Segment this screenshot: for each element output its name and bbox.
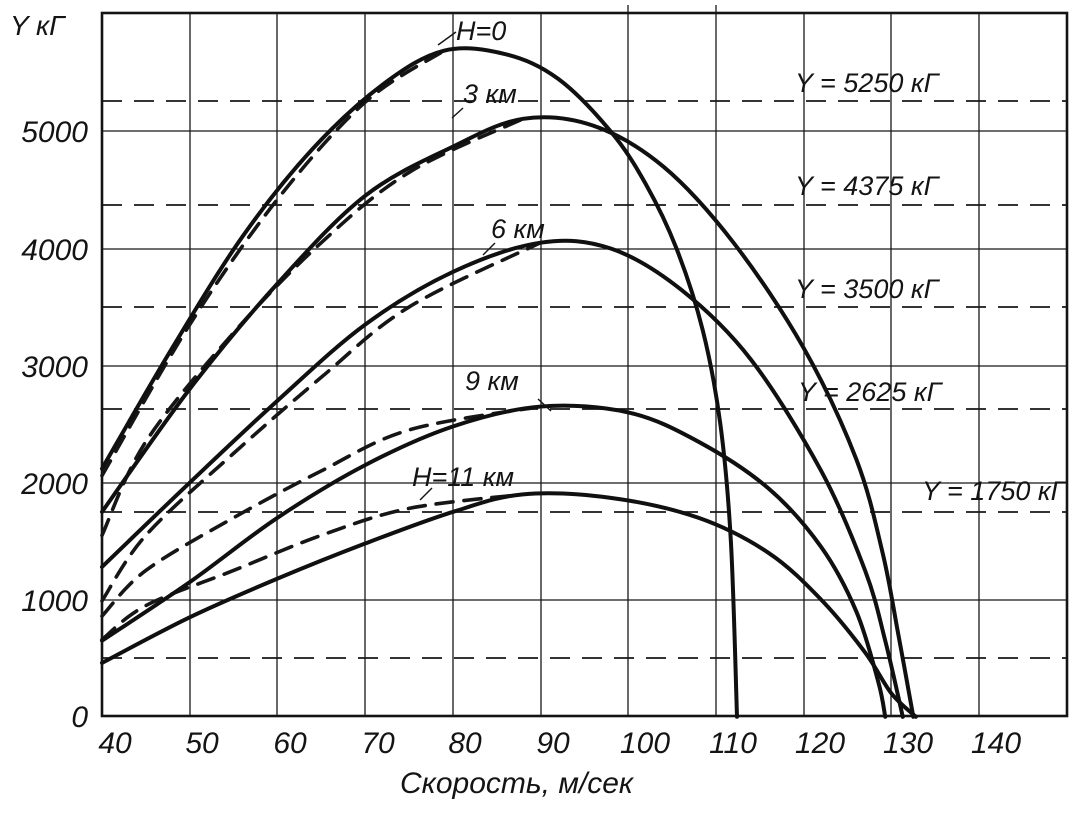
svg-text:3000: 3000 [21,351,88,384]
svg-text:100: 100 [620,727,670,760]
svg-text:Y = 3500 кГ: Y = 3500 кГ [795,274,941,304]
svg-text:60: 60 [273,727,307,760]
svg-text:0: 0 [71,701,88,734]
svg-text:H=11 км: H=11 км [412,462,514,492]
svg-text:70: 70 [361,727,395,760]
svg-text:2000: 2000 [20,468,88,501]
svg-text:110: 110 [709,727,757,760]
svg-text:1000: 1000 [21,585,88,618]
svg-text:90: 90 [536,727,570,760]
svg-text:130: 130 [883,727,933,760]
svg-text:Y = 5250 кГ: Y = 5250 кГ [795,68,941,98]
svg-text:50: 50 [185,727,219,760]
svg-text:40: 40 [98,727,132,760]
svg-text:Y = 4375 кГ: Y = 4375 кГ [795,171,941,201]
svg-text:Y = 1750 кГ: Y = 1750 кГ [922,476,1068,506]
svg-text:Y кГ: Y кГ [10,10,66,41]
svg-text:3 км: 3 км [463,79,517,109]
svg-text:4000: 4000 [21,234,88,267]
svg-text:Скорость, м/сек: Скорость, м/сек [400,767,635,800]
svg-text:80: 80 [448,727,482,760]
svg-text:Y = 2625 кГ: Y = 2625 кГ [798,377,944,407]
svg-text:H=0: H=0 [456,16,506,46]
svg-text:6 км: 6 км [491,214,545,244]
svg-text:120: 120 [795,727,845,760]
svg-text:140: 140 [971,727,1021,760]
svg-text:5000: 5000 [21,116,88,149]
svg-text:9 км: 9 км [465,366,519,396]
